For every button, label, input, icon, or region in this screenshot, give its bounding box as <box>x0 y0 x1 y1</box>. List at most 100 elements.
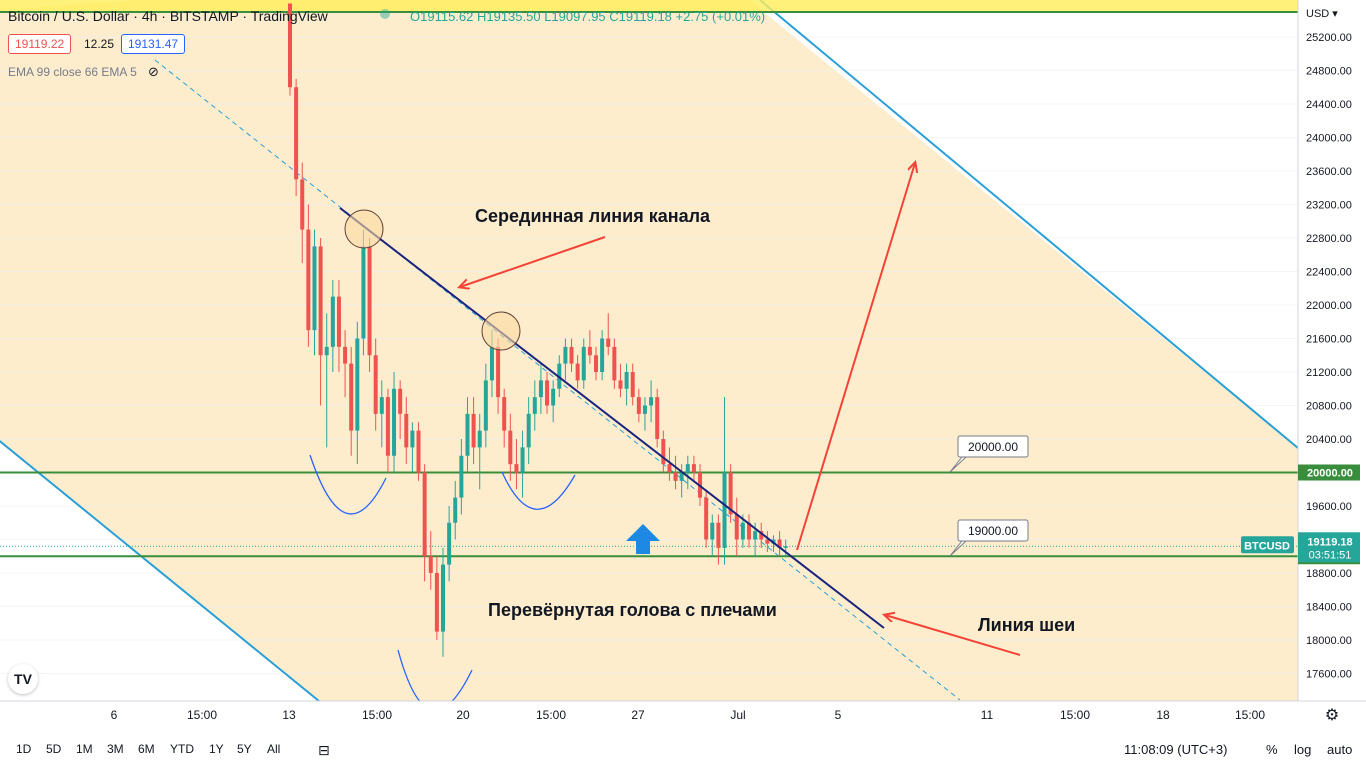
candle-body <box>551 388 556 406</box>
price-tick-label: 18000.00 <box>1306 635 1352 647</box>
callout-box <box>957 435 1029 458</box>
candle <box>618 363 623 398</box>
date-range-icon[interactable]: ⊟ <box>318 742 330 758</box>
candle <box>477 413 482 490</box>
candle <box>728 464 733 523</box>
ask-badge[interactable]: 19131.47 <box>121 34 186 54</box>
timeframe-1y[interactable]: 1Y <box>209 742 224 756</box>
candle-body <box>489 346 494 381</box>
candle <box>324 313 329 448</box>
price-tick-label: 24000.00 <box>1306 133 1352 145</box>
candle-body <box>753 531 758 540</box>
candle-body <box>459 455 464 498</box>
candle <box>673 455 678 490</box>
candle-body <box>508 430 513 465</box>
hide-indicator-icon[interactable]: ⊘ <box>148 64 159 79</box>
candle-body <box>587 346 592 356</box>
timeframe-ytd[interactable]: YTD <box>170 742 194 756</box>
candle-body <box>655 397 660 439</box>
time-tick-label: 15:00 <box>1235 708 1265 722</box>
candle <box>667 447 672 481</box>
timeframe-5y[interactable]: 5Y <box>237 742 252 756</box>
candle <box>410 422 415 473</box>
candle-body <box>477 430 482 448</box>
candle-body <box>532 397 537 414</box>
countdown-tag: 03:51:51 <box>1309 549 1352 561</box>
candle <box>630 363 635 406</box>
price-tick-label: 23200.00 <box>1306 200 1352 212</box>
candle-body <box>777 539 782 548</box>
candle <box>373 338 378 431</box>
time-tick-label: 15:00 <box>1060 708 1090 722</box>
callout-19000: 19000.00 <box>949 519 1029 557</box>
timeframe-5d[interactable]: 5D <box>46 742 62 756</box>
candle <box>636 388 641 423</box>
candle <box>330 279 335 372</box>
bottom-toolbar: 1D 5D 1M 3M 6M YTD 1Y 5Y All ⊟ 11:08:09 (UTC+3) … <box>0 730 1366 768</box>
auto-toggle[interactable]: auto <box>1327 742 1353 757</box>
candle-body <box>624 372 629 389</box>
candle <box>300 162 305 264</box>
indicator-legend[interactable]: EMA 99 close 66 EMA 5 <box>8 65 137 79</box>
touch-point-circle <box>481 311 521 351</box>
price-tick-label: 18800.00 <box>1306 568 1352 580</box>
candle-body <box>581 346 586 381</box>
candle <box>312 229 317 356</box>
candle-body <box>673 472 678 481</box>
price-tick-label: 20400.00 <box>1306 434 1352 446</box>
candle <box>765 531 770 553</box>
timeframe-6m[interactable]: 6M <box>138 742 155 756</box>
candle <box>545 372 550 414</box>
candle <box>392 372 397 473</box>
candle-body <box>520 447 525 473</box>
candle <box>520 430 525 498</box>
price-tag-20000: 20000.00 <box>1307 468 1353 480</box>
time-tick-label: 6 <box>111 708 118 722</box>
candle <box>575 355 580 389</box>
candle <box>416 422 421 481</box>
current-price-tag: 19119.18 <box>1307 536 1352 548</box>
head-arc <box>397 649 473 701</box>
time-tick-label: 5 <box>835 708 842 722</box>
bid-badge[interactable]: 19119.22 <box>8 34 72 54</box>
percent-toggle[interactable]: % <box>1266 742 1278 757</box>
candle-body <box>563 346 568 364</box>
touch-point-circle <box>344 209 384 249</box>
candle-body <box>618 380 623 389</box>
log-toggle[interactable]: log <box>1294 742 1312 757</box>
time-tick-label: 15:00 <box>536 708 566 722</box>
candle-body <box>447 522 452 565</box>
tradingview-logo-icon[interactable]: TV <box>8 664 38 694</box>
annotation-inverse-hs: Перевёрнутая голова с плечами <box>488 600 777 620</box>
candle <box>759 522 764 548</box>
candle <box>704 489 709 548</box>
candle-body <box>636 397 641 414</box>
candle-body <box>612 346 617 381</box>
candle <box>569 338 574 372</box>
market-status-icon[interactable] <box>380 9 390 19</box>
timeframe-all[interactable]: All <box>267 742 281 756</box>
up-arrow-icon <box>626 524 660 554</box>
candle <box>502 388 507 448</box>
symbol-title[interactable]: Bitcoin / U.S. Dollar · 4h · BITSTAMP · … <box>8 8 328 24</box>
timeframe-3m[interactable]: 3M <box>107 742 124 756</box>
candle <box>777 531 782 557</box>
candle-body <box>379 397 384 414</box>
candle <box>343 330 348 398</box>
candle-body <box>569 346 574 364</box>
candle <box>734 497 739 557</box>
candle-body <box>685 464 690 473</box>
candle <box>361 229 366 356</box>
timeframe-1d[interactable]: 1D <box>16 742 32 756</box>
arrow-to-midline <box>460 236 606 287</box>
candle <box>661 430 666 473</box>
candle <box>526 397 531 465</box>
candle <box>600 330 605 381</box>
candle <box>288 3 292 96</box>
candle-body <box>392 388 397 456</box>
arrow-to-neckline <box>885 615 1021 656</box>
candle-body <box>288 3 292 88</box>
timeframe-1m[interactable]: 1M <box>76 742 93 756</box>
